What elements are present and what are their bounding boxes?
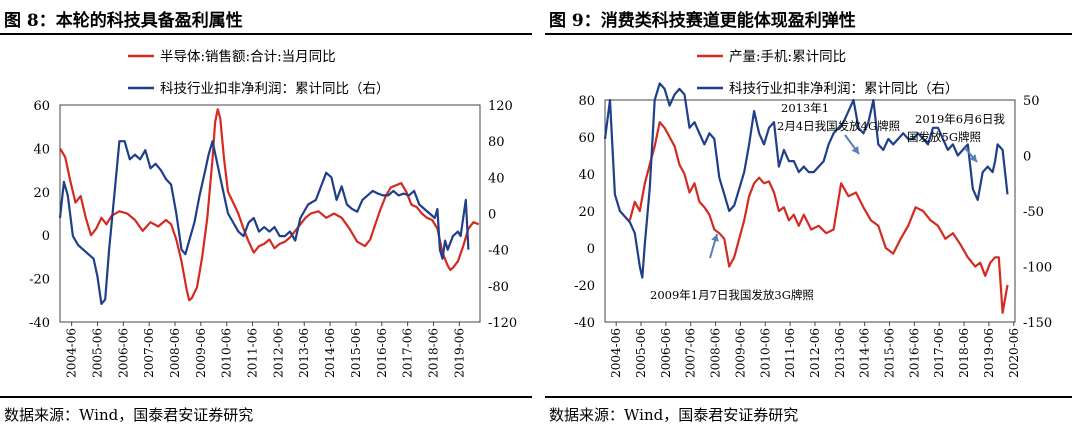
- right-title-rule: [545, 33, 1072, 35]
- x-tick-label: 2017-06: [401, 328, 415, 378]
- left-title-rule: [0, 33, 532, 35]
- right-figure-panel: 图 9：消费类科技赛道更能体现盈利弹性 -40 -20 0 20 40 60 80 -150-…: [545, 0, 1080, 435]
- x-tick-label: 2016-06: [375, 328, 389, 378]
- x-tick-label: 2007-06: [684, 328, 698, 378]
- x-tick-label: 2009-06: [194, 328, 208, 378]
- y-right-tick-label: -50: [1023, 205, 1044, 220]
- right-figure-title: 图 9：消费类科技赛道更能体现盈利弹性: [549, 11, 856, 31]
- legend-label-1: 产量:手机:累计同比: [729, 49, 846, 65]
- y-left-tick-label: 60: [578, 131, 595, 146]
- x-tick-label: 2009-06: [733, 328, 747, 378]
- y-right-tick-label: -150: [1023, 316, 1052, 331]
- y-left-tick-label: 40: [33, 142, 50, 157]
- x-tick-label: 2010-06: [220, 328, 234, 378]
- x-tick-label: 2019-06: [982, 328, 996, 378]
- y-right-tick-label: -120: [488, 316, 517, 331]
- x-tick-label: 2004-06: [609, 328, 623, 378]
- y-right-tick-label: 40: [488, 171, 505, 186]
- series-line-1: [59, 108, 480, 302]
- y-left-tick-label: -40: [574, 316, 595, 331]
- x-tick-label: 2004-06: [65, 328, 79, 378]
- x-tick-label: 2016-06: [907, 328, 921, 378]
- x-tick-label: 2011-06: [783, 328, 797, 378]
- y-left-tick-label: 0: [587, 242, 595, 257]
- y-left-tick-label: 20: [578, 205, 595, 220]
- annotation-label: 2019年6月6日我: [915, 112, 1005, 126]
- plot-frame: [59, 104, 481, 323]
- x-tick-label: 2011-06: [246, 328, 260, 378]
- annotation-label: 国发放5G牌照: [907, 130, 981, 144]
- series-line-2: [603, 82, 1009, 279]
- x-tick-label: 2014-06: [858, 328, 872, 378]
- y-left-tick-label: 0: [42, 229, 50, 244]
- left-source-note: 数据来源：Wind，国泰君安证券研究: [4, 406, 254, 424]
- x-tick-label: 2015-06: [349, 328, 363, 378]
- right-source-rule: [545, 396, 1072, 398]
- left-source-rule: [0, 396, 532, 398]
- x-tick-label: 2012-06: [808, 328, 822, 378]
- legend-label-2: 科技行业扣非净利润：累计同比（右）: [729, 81, 959, 97]
- y-right-tick-label: -40: [488, 244, 509, 259]
- y-right-tick-label: 120: [488, 99, 513, 114]
- right-chart: -40 -20 0 20 40 60 80 -150 -100 -50 0 50 2004-06 2005…: [574, 49, 1052, 378]
- plot-frame: [604, 99, 1016, 323]
- x-tick-label: 2007-06: [142, 328, 156, 378]
- y-left-tick-label: 40: [578, 168, 595, 183]
- left-chart: -40 -20 0 20 40 60 -120 -80 -40 0 40 80 120 2004-06 20…: [29, 49, 517, 378]
- y-left-tick-label: 20: [33, 186, 50, 201]
- y-right-tick-label: -80: [488, 280, 509, 295]
- annotation-arrowhead: [969, 154, 977, 162]
- annotation-label: 2013年1: [781, 101, 829, 115]
- x-tick-label: 2020-06: [1007, 328, 1021, 378]
- x-tick-label: 2006-06: [116, 328, 130, 378]
- left-figure-title: 图 8：本轮的科技具备盈利属性: [4, 11, 243, 31]
- x-tick-label: 2014-06: [323, 328, 337, 378]
- x-tick-label: 2018-06: [426, 328, 440, 378]
- x-tick-label: 2018-06: [957, 328, 971, 378]
- annotation-label: 2009年1月7日我国发放3G牌照: [650, 288, 814, 302]
- y-left-tick-label: -20: [29, 273, 50, 288]
- y-left-tick-label: 80: [578, 94, 595, 109]
- x-tick-label: 2008-06: [709, 328, 723, 378]
- right-source-note: 数据来源：Wind，国泰君安证券研究: [549, 406, 799, 424]
- x-tick-label: 2015-06: [883, 328, 897, 378]
- y-left-tick-label: 60: [33, 99, 50, 114]
- x-tick-label: 2008-06: [168, 328, 182, 378]
- annotation-label: 2月4日我国发放4G牌照: [777, 119, 900, 133]
- x-tick-label: 2017-06: [932, 328, 946, 378]
- legend-label-1: 半导体:销售额:合计:当月同比: [160, 49, 336, 65]
- x-tick-label: 2005-06: [90, 328, 104, 378]
- series-line-1: [628, 121, 1009, 314]
- x-tick-label: 2006-06: [659, 328, 673, 378]
- x-tick-label: 2019-06: [452, 328, 466, 378]
- y-right-tick-label: 50: [1023, 94, 1040, 109]
- y-right-tick-label: 80: [488, 135, 505, 150]
- x-tick-label: 2012-06: [271, 328, 285, 378]
- annotation-arrowhead: [711, 234, 719, 242]
- x-tick-label: 2013-06: [833, 328, 847, 378]
- x-tick-label: 2010-06: [758, 328, 772, 378]
- y-left-tick-label: -40: [29, 316, 50, 331]
- x-tick-label: 2005-06: [634, 328, 648, 378]
- legend-label-2: 科技行业扣非净利润：累计同比（右）: [160, 81, 390, 97]
- y-right-tick-label: -100: [1023, 261, 1052, 276]
- series-line-2: [58, 140, 470, 305]
- left-figure-panel: 图 8：本轮的科技具备盈利属性 -40 -20 0 20 40 60 -120 -80 -40 0…: [0, 11, 532, 424]
- annotation-arrowhead: [851, 146, 859, 154]
- x-tick-label: 2013-06: [297, 328, 311, 378]
- y-right-tick-label: 0: [488, 208, 496, 223]
- y-right-tick-label: 0: [1023, 150, 1031, 165]
- y-left-tick-label: -20: [574, 279, 595, 294]
